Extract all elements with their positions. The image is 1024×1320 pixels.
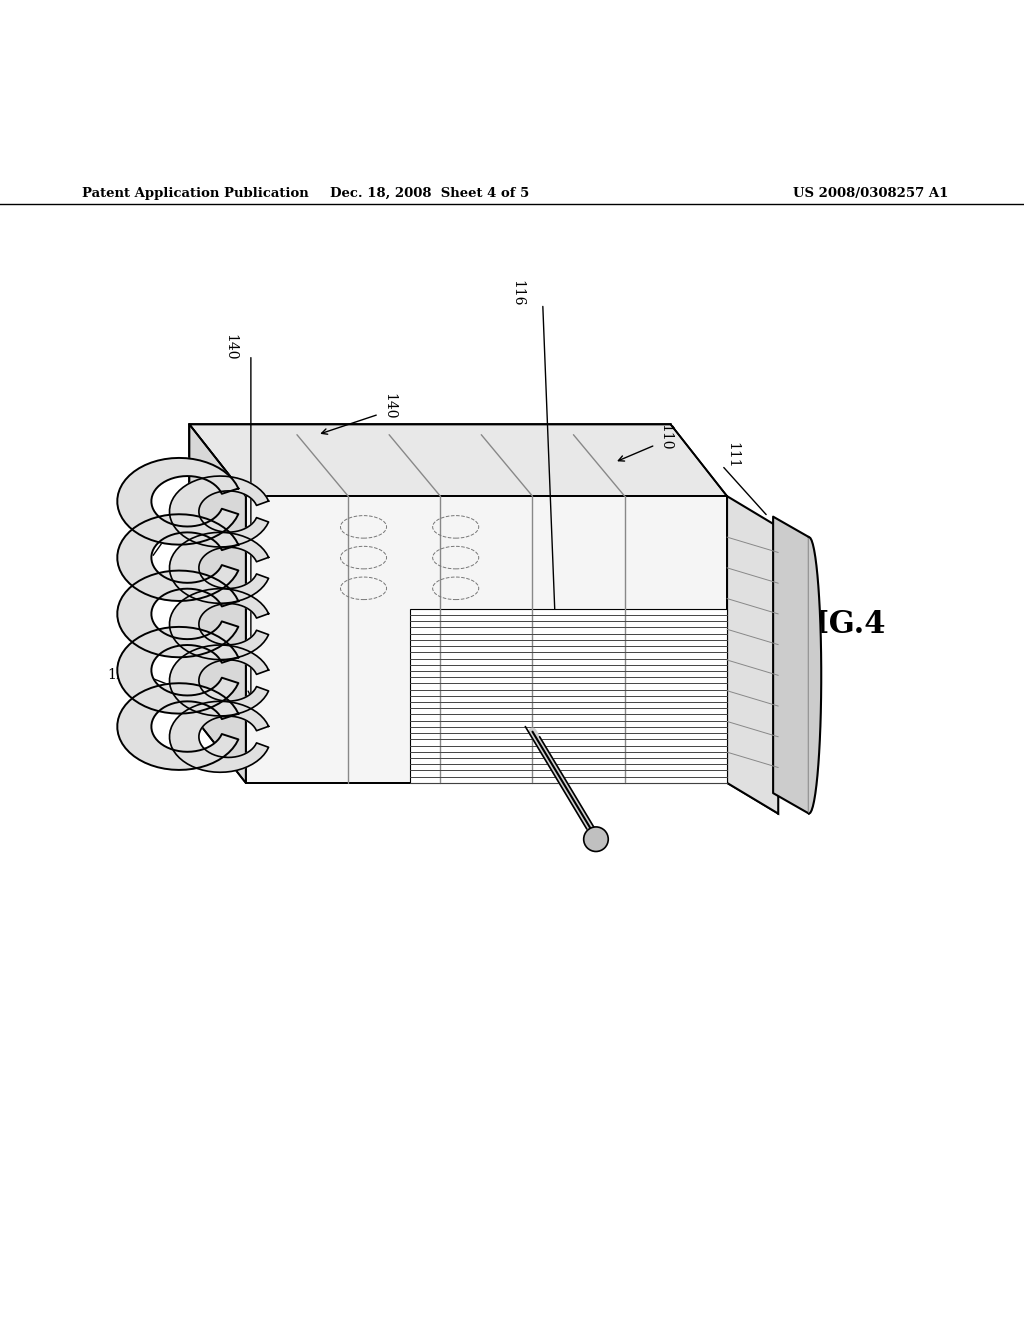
Polygon shape <box>118 458 239 545</box>
Circle shape <box>584 826 608 851</box>
Text: 120: 120 <box>125 561 152 574</box>
Text: 140: 140 <box>223 334 238 360</box>
Polygon shape <box>189 425 727 496</box>
Polygon shape <box>118 627 239 714</box>
Text: FIG.4: FIG.4 <box>794 609 886 640</box>
Polygon shape <box>170 645 268 715</box>
Polygon shape <box>410 609 727 783</box>
Polygon shape <box>118 684 239 770</box>
Polygon shape <box>189 425 246 783</box>
Polygon shape <box>170 532 268 603</box>
Text: 111: 111 <box>725 442 739 469</box>
Polygon shape <box>246 496 727 783</box>
Text: 120: 120 <box>108 668 134 682</box>
Polygon shape <box>170 589 268 660</box>
Text: 116: 116 <box>510 280 524 306</box>
Polygon shape <box>118 515 239 601</box>
Text: 110: 110 <box>658 424 673 450</box>
Polygon shape <box>727 496 778 813</box>
Polygon shape <box>170 477 268 546</box>
Polygon shape <box>809 537 821 813</box>
Text: Patent Application Publication: Patent Application Publication <box>82 186 308 199</box>
Text: 140: 140 <box>382 393 396 420</box>
Polygon shape <box>118 570 239 657</box>
Text: Dec. 18, 2008  Sheet 4 of 5: Dec. 18, 2008 Sheet 4 of 5 <box>331 186 529 199</box>
Polygon shape <box>170 701 268 772</box>
Polygon shape <box>773 516 809 813</box>
Text: US 2008/0308257 A1: US 2008/0308257 A1 <box>793 186 948 199</box>
